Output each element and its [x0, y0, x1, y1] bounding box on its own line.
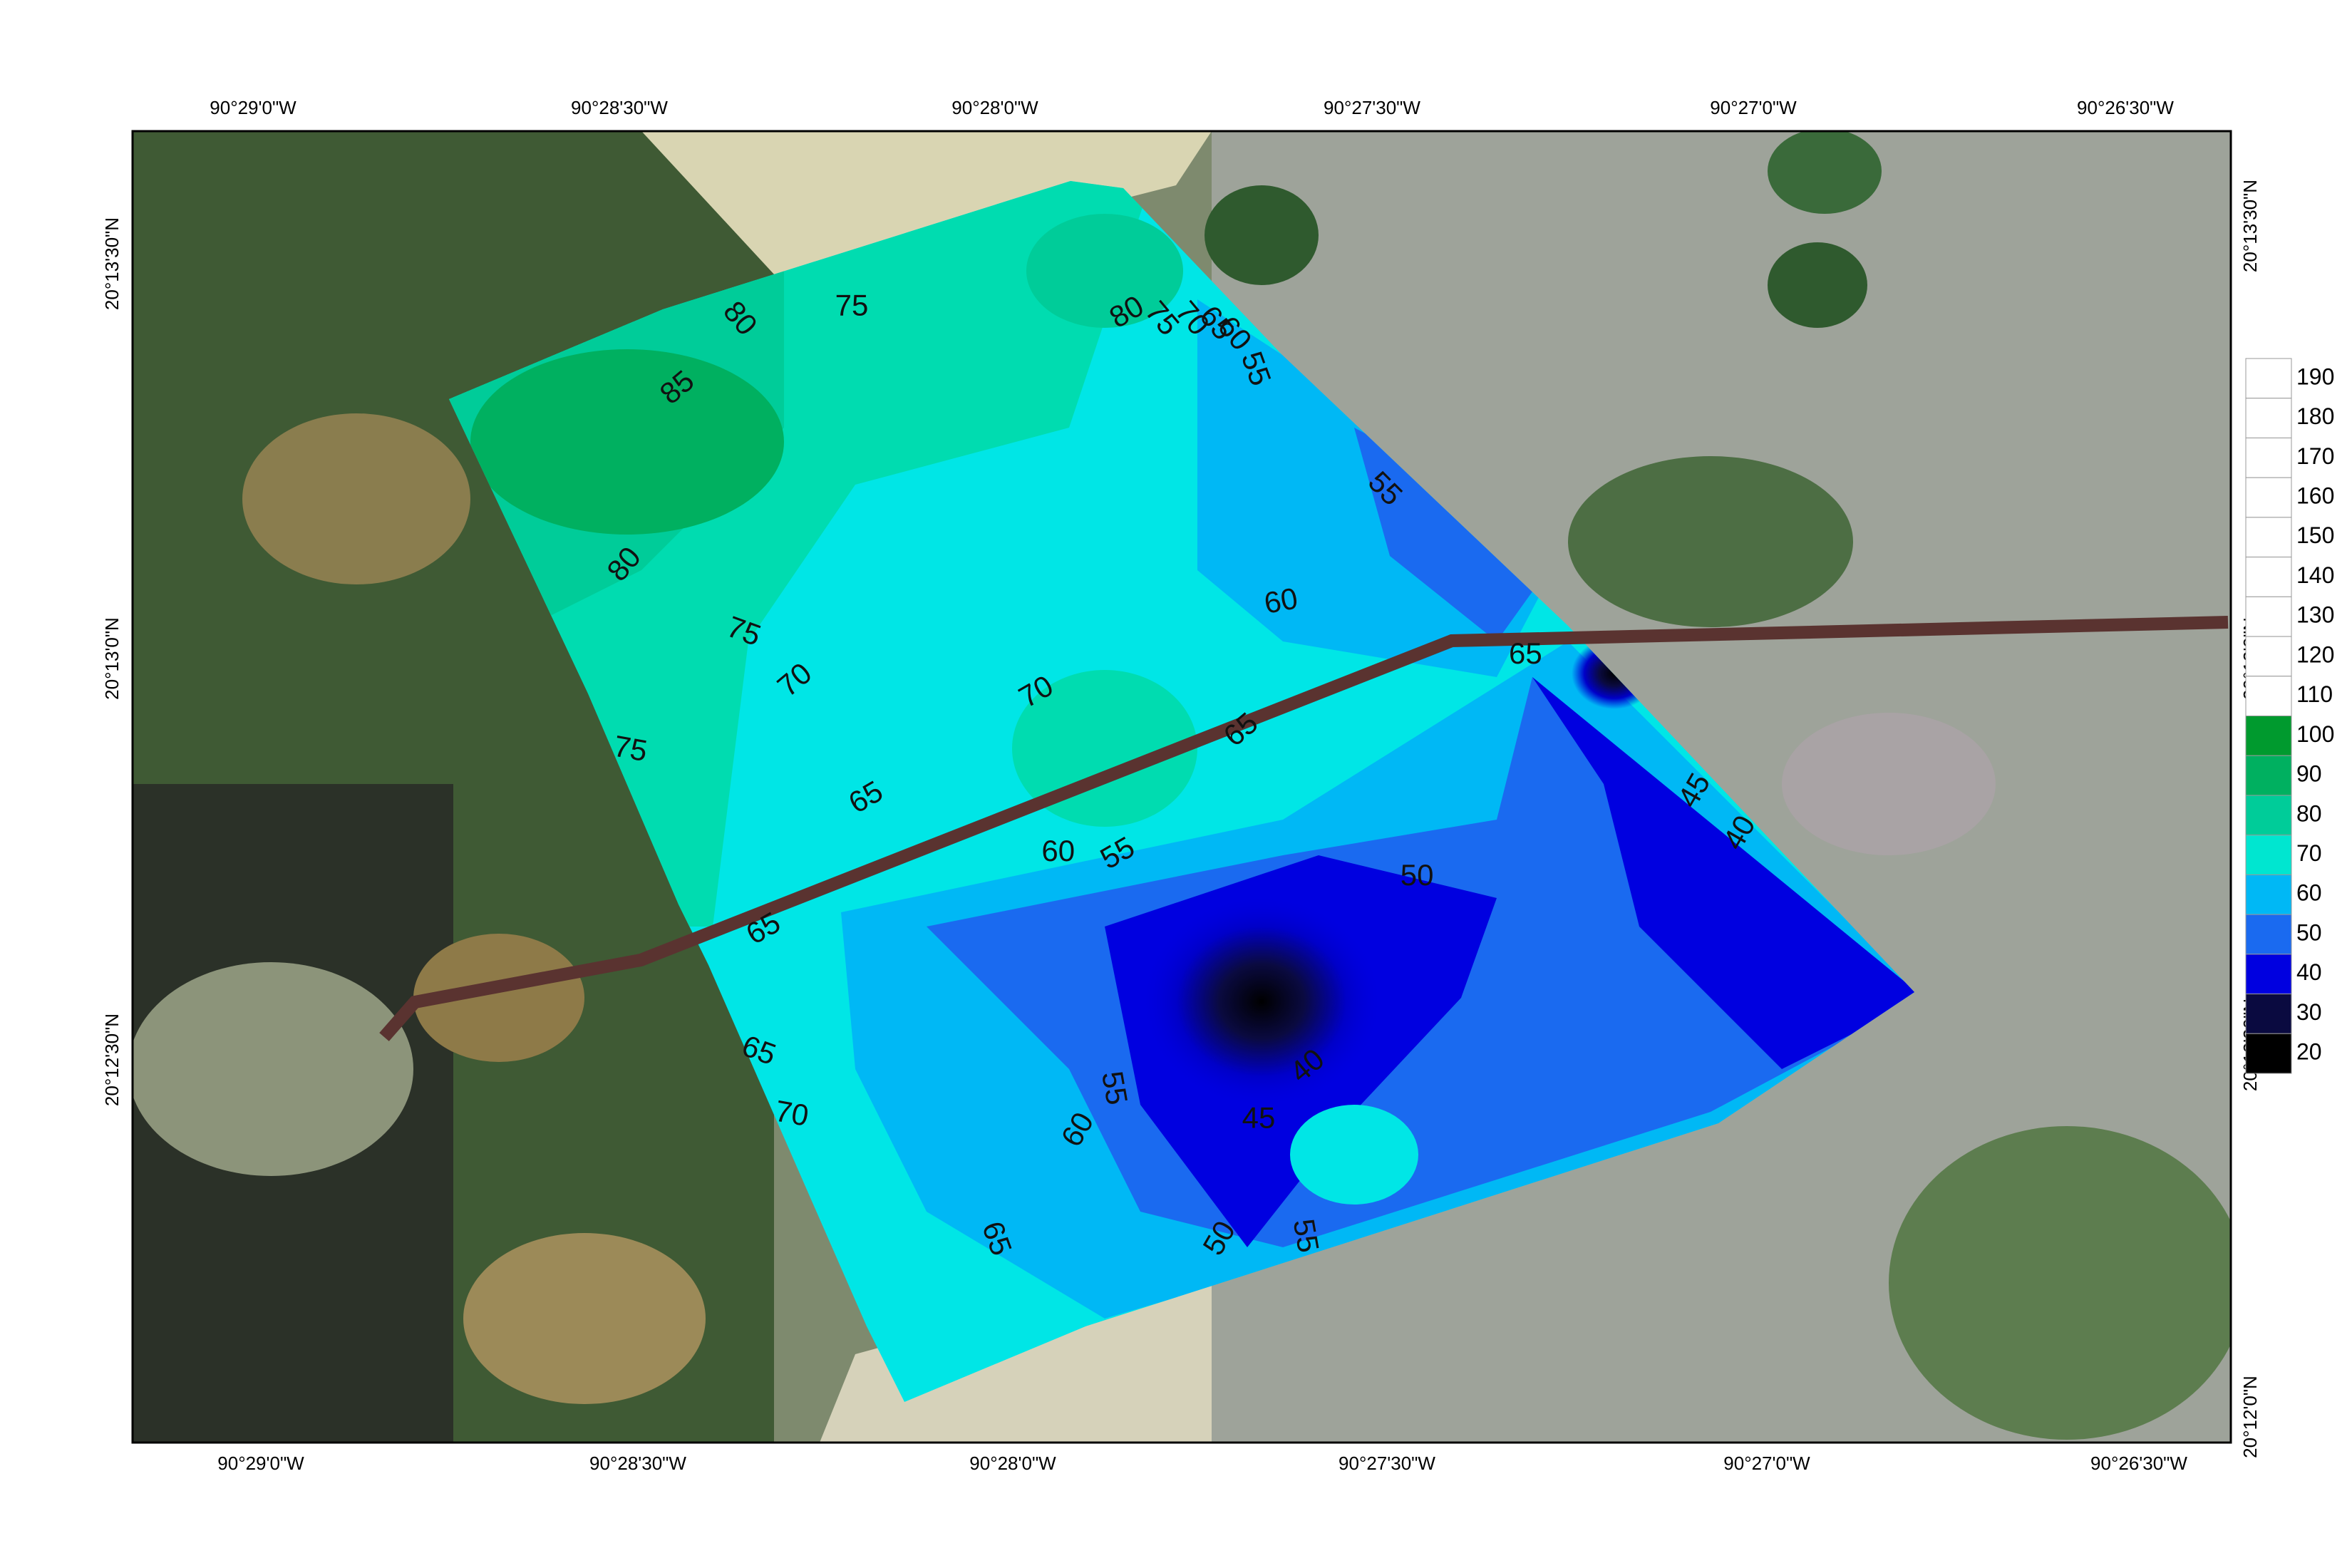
- legend-label: 90: [2296, 761, 2322, 787]
- legend-label: 40: [2296, 959, 2322, 985]
- contour-label: 60: [1041, 834, 1075, 867]
- contour-label: 75: [835, 289, 869, 322]
- top-axis-label: 90°28'0"W: [951, 97, 1038, 118]
- legend-swatch: [2245, 557, 2292, 597]
- legend-swatch: [2245, 437, 2292, 478]
- left-axis-label: 20°13'0"N: [101, 617, 123, 700]
- legend-swatch: [2245, 676, 2292, 716]
- top-axis-label: 90°28'30"W: [571, 97, 668, 118]
- legend-label: 50: [2296, 919, 2322, 945]
- legend-swatch: [2245, 358, 2292, 399]
- contour-label: 55: [1095, 1068, 1134, 1107]
- legend-swatch: [2245, 1033, 2292, 1074]
- legend-label: 130: [2296, 602, 2334, 628]
- legend-label: 20: [2296, 1039, 2322, 1065]
- top-axis-label: 90°27'30"W: [1324, 97, 1420, 118]
- contour-label: 65: [1509, 636, 1542, 670]
- legend-swatch: [2245, 874, 2292, 915]
- contour-label: 45: [1242, 1101, 1276, 1135]
- legend-swatch: [2245, 636, 2292, 677]
- right-axis-label: 20°12'0"N: [2239, 1376, 2261, 1458]
- legend-label: 160: [2296, 483, 2334, 508]
- top-axis-label: 90°29'0"W: [210, 97, 296, 118]
- legend-label: 190: [2296, 363, 2334, 389]
- labels: 90°29'0"W 90°28'30"W 90°28'0"W 90°27'30"W 90…: [101, 97, 2334, 1474]
- left-axis-label: 20°13'30"N: [101, 217, 123, 310]
- transect-line: [379, 616, 2229, 1041]
- legend-swatch: [2245, 477, 2292, 518]
- legend-label: 120: [2296, 641, 2334, 667]
- legend-swatch: [2245, 596, 2292, 637]
- right-axis-label: 20°13'30"N: [2239, 180, 2261, 272]
- bottom-axis-label: 90°27'30"W: [1339, 1453, 1435, 1474]
- legend-label: 100: [2296, 721, 2334, 747]
- legend-label: 60: [2296, 880, 2322, 906]
- legend-swatch: [2245, 716, 2292, 756]
- legend-label: 80: [2296, 800, 2322, 826]
- contour-label: 75: [612, 729, 650, 768]
- legend-swatch: [2245, 835, 2292, 875]
- contour-label: 50: [1401, 858, 1434, 892]
- legend-label: 110: [2296, 681, 2333, 707]
- legend-label: 170: [2296, 443, 2334, 469]
- legend-label: 140: [2296, 562, 2334, 588]
- legend-swatch: [2245, 914, 2292, 955]
- legend-swatch: [2245, 755, 2292, 796]
- legend-swatch: [2245, 795, 2292, 836]
- legend-label: 30: [2296, 999, 2322, 1025]
- bottom-axis-label: 90°26'30"W: [2090, 1453, 2187, 1474]
- bottom-axis-label: 90°28'30"W: [589, 1453, 686, 1474]
- legend-swatch: [2245, 954, 2292, 995]
- bottom-axis-label: 90°27'0"W: [1723, 1453, 1810, 1474]
- top-axis-label: 90°26'30"W: [2077, 97, 2174, 118]
- contour-label: 55: [1287, 1217, 1326, 1255]
- contour-label: 60: [1262, 581, 1300, 619]
- bottom-axis-label: 90°28'0"W: [969, 1453, 1056, 1474]
- bottom-axis-label: 90°29'0"W: [217, 1453, 304, 1474]
- contour-label: 70: [773, 1094, 811, 1133]
- top-axis-label: 90°27'0"W: [1710, 97, 1797, 118]
- legend-label: 180: [2296, 403, 2334, 429]
- legend-swatch: [2245, 398, 2292, 438]
- legend-label: 70: [2296, 840, 2322, 866]
- legend-swatch: [2245, 517, 2292, 558]
- legend-label: 150: [2296, 522, 2334, 548]
- legend-swatch: [2245, 994, 2292, 1034]
- left-axis-label: 20°12'30"N: [101, 1013, 123, 1106]
- map-frame: [131, 130, 2232, 1444]
